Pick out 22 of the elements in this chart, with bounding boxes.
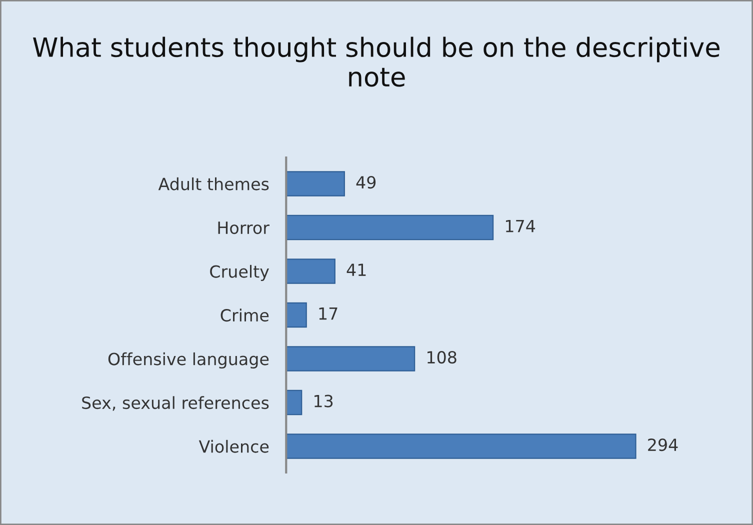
- data-label: 108: [428, 350, 456, 364]
- data-label: 49: [356, 176, 376, 189]
- bar: [286, 214, 494, 240]
- y-tick-label: Adult themes: [158, 177, 269, 190]
- bar: [286, 390, 302, 416]
- chart-title: What students thought should be on the descriptive note: [33, 36, 720, 87]
- bar: [286, 302, 307, 328]
- bar: [286, 346, 416, 372]
- data-label: 41: [346, 264, 366, 276]
- data-label: 174: [506, 220, 536, 232]
- bar: [286, 171, 345, 196]
- y-tick-label: Crime: [220, 308, 269, 322]
- y-tick-label: Offensive language: [108, 352, 269, 369]
- data-label: 294: [648, 438, 678, 452]
- y-tick-label: Horror: [218, 222, 270, 234]
- bar: [286, 258, 336, 284]
- data-label: 17: [319, 307, 338, 320]
- bar: [286, 434, 636, 459]
- y-tick-label: Sex, sexual references: [82, 396, 269, 411]
- data-label: 13: [314, 394, 333, 408]
- y-tick-label: Violence: [198, 440, 269, 453]
- y-tick-label: Cruelty: [210, 264, 269, 282]
